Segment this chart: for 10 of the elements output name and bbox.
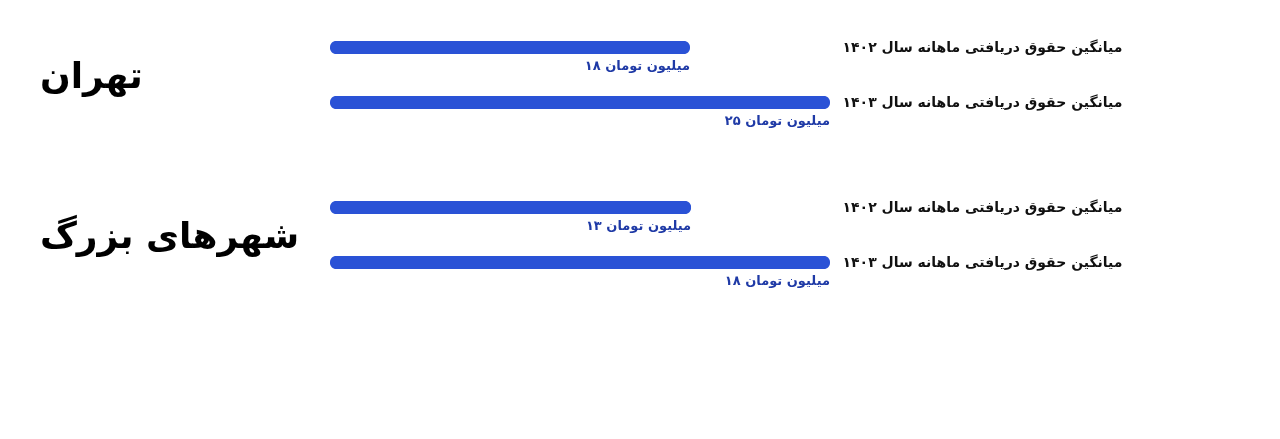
y-tick-label: میانگین حقوق دریافتی ماهانه سال ۱۴۰۲ [842,38,1123,56]
data-label: ۱۸ میلیون تومان [724,272,830,288]
text: شهرهای بزرگ [40,214,300,257]
data-label: ۱۸ میلیون تومان [584,57,690,73]
data-label: ۲۵ میلیون تومان [724,112,830,128]
y-tick-label: میانگین حقوق دریافتی ماهانه سال ۱۴۰۳ [842,253,1123,271]
y-tick-label: میانگین حقوق دریافتی ماهانه سال ۱۴۰۲ [842,198,1123,216]
y-tick-label: میانگین حقوق دریافتی ماهانه سال ۱۴۰۳ [842,93,1123,111]
data-label: ۱۳ میلیون تومان [585,217,692,233]
text: تهران [40,55,143,97]
